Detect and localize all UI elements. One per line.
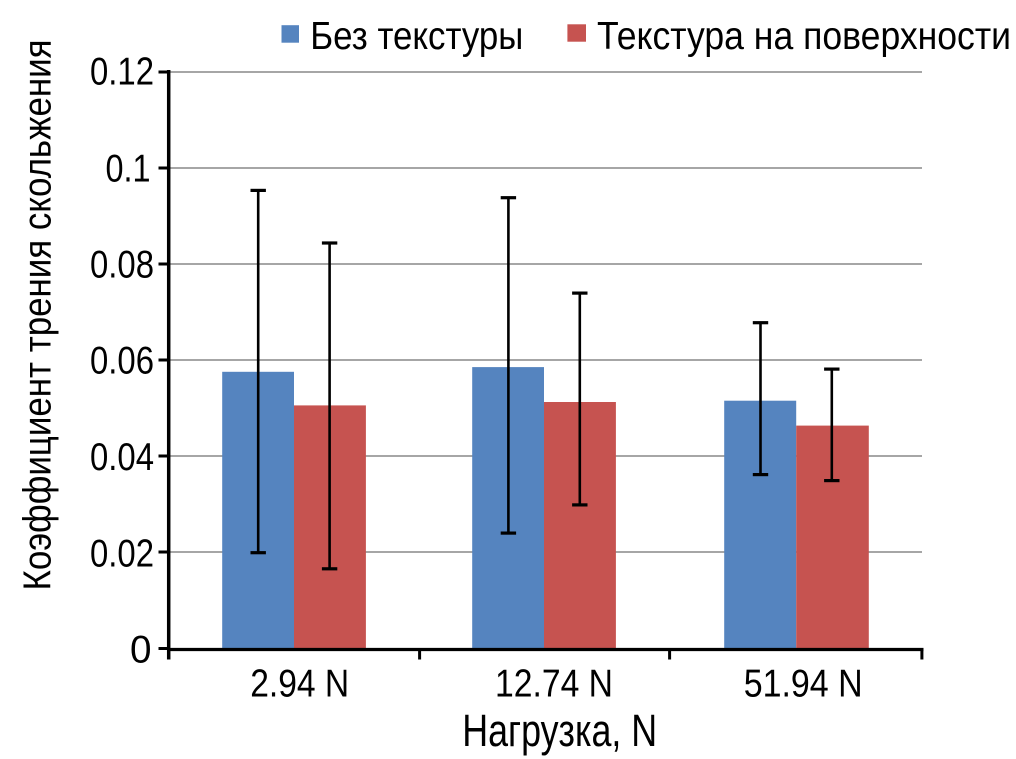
svg-text:0.04: 0.04 [90, 436, 154, 479]
svg-text:0.06: 0.06 [90, 340, 154, 383]
svg-text:0.02: 0.02 [90, 532, 154, 575]
svg-text:Текстура на поверхности: Текстура на поверхности [597, 15, 1011, 58]
svg-text:Без текстуры: Без текстуры [310, 15, 523, 58]
svg-text:12.74 N: 12.74 N [495, 662, 613, 705]
svg-text:0.08: 0.08 [90, 243, 154, 286]
svg-text:Коэффициент трения скольжения: Коэффициент трения скольжения [17, 40, 60, 591]
svg-text:2.94 N: 2.94 N [250, 662, 349, 705]
svg-text:0: 0 [130, 629, 152, 672]
svg-text:0.1: 0.1 [106, 148, 151, 191]
svg-text:51.94 N: 51.94 N [744, 662, 863, 705]
svg-text:Нагрузка, N: Нагрузка, N [462, 705, 657, 756]
svg-text:0.12: 0.12 [90, 51, 154, 94]
